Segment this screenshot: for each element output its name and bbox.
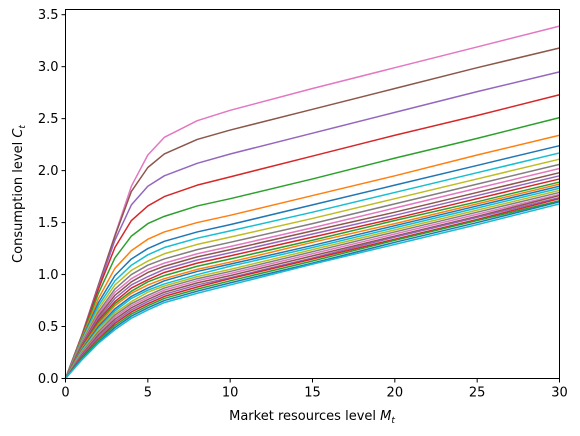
series-line-13 [64, 178, 560, 379]
series-line-23 [64, 197, 560, 379]
series-line-6 [64, 144, 560, 379]
x-axis-label-var: M [380, 409, 391, 424]
series-line-18 [64, 189, 560, 379]
y-tick-label-2: 1.0 [38, 268, 59, 283]
y-tick-label-3: 1.5 [38, 216, 59, 231]
y-tick-label-7: 3.5 [38, 8, 59, 23]
y-axis-label-sub: t [18, 125, 28, 129]
y-axis-label-text: Consumption level [11, 138, 26, 263]
x-tick-label-1: 5 [144, 386, 152, 401]
x-axis-label: Market resources level Mt [229, 409, 395, 426]
x-tick-label-6: 30 [551, 386, 568, 401]
x-axis-label-text: Market resources level [229, 409, 380, 424]
x-tick-label-3: 15 [304, 386, 321, 401]
x-tick-label-4: 20 [387, 386, 404, 401]
series-line-24 [64, 200, 560, 379]
series-line-9 [64, 163, 560, 379]
x-tick-label-5: 25 [469, 386, 486, 401]
y-axis-label: Consumption level Ct [11, 125, 28, 263]
series-line-22 [64, 196, 560, 379]
x-tick-label-0: 0 [61, 386, 69, 401]
y-tick-label-6: 3.0 [38, 60, 59, 75]
y-tick-label-5: 2.5 [38, 112, 59, 127]
series-line-26 [64, 203, 560, 379]
y-tick-label-0: 0.0 [38, 372, 59, 387]
series-line-5 [64, 134, 560, 379]
y-tick-label-1: 0.5 [38, 320, 59, 335]
series-line-20 [64, 193, 560, 379]
y-axis-label-var: C [11, 128, 26, 138]
series-line-14 [64, 181, 560, 379]
series-line-15 [64, 183, 560, 379]
series-line-25 [64, 201, 560, 379]
series-layer [64, 25, 560, 379]
series-line-21 [64, 194, 560, 379]
series-line-8 [64, 158, 560, 379]
tick-layer: 0 5 10 15 20 25 30 0.0 0.5 1.0 1.5 2.0 2.5 3.0 3.5 [38, 8, 568, 400]
series-line-2 [64, 71, 560, 379]
x-tick-label-2: 10 [222, 386, 239, 401]
series-line-16 [64, 185, 560, 379]
series-line-4 [64, 116, 560, 379]
y-tick-label-4: 2.0 [38, 164, 59, 179]
series-line-3 [64, 94, 560, 379]
x-axis-label-sub: t [391, 416, 395, 426]
series-line-7 [64, 152, 560, 379]
series-line-19 [64, 191, 560, 379]
series-line-12 [64, 175, 560, 379]
series-line-10 [64, 167, 560, 379]
series-line-11 [64, 171, 560, 379]
